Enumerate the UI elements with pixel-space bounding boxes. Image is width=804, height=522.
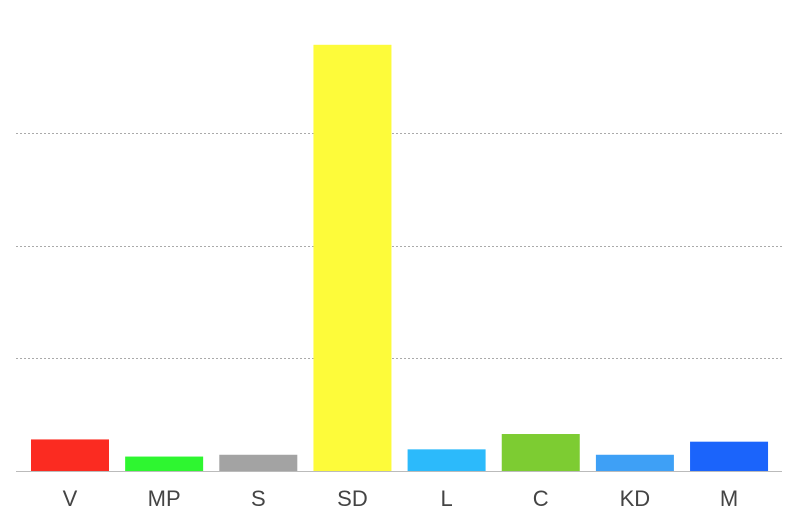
bar-sd[interactable] <box>313 44 392 472</box>
x-tick-label-l: L <box>440 486 452 511</box>
x-tick-label-v: V <box>63 486 78 511</box>
bars <box>31 44 769 472</box>
x-tick-label-kd: KD <box>620 486 651 511</box>
x-tick-label-s: S <box>251 486 266 511</box>
x-tick-label-c: C <box>533 486 549 511</box>
bar-mp[interactable] <box>125 456 204 471</box>
bar-l[interactable] <box>407 449 486 471</box>
bar-s[interactable] <box>219 454 298 471</box>
gridlines <box>16 133 782 359</box>
x-tick-labels: V MP S SD L C KD M <box>63 486 739 511</box>
bar-m[interactable] <box>690 441 769 471</box>
bar-c[interactable] <box>501 434 580 471</box>
bar-v[interactable] <box>31 439 109 471</box>
x-tick-label-mp: MP <box>148 486 181 511</box>
x-tick-label-m: M <box>720 486 738 511</box>
x-tick-label-sd: SD <box>337 486 368 511</box>
bar-kd[interactable] <box>595 454 674 471</box>
